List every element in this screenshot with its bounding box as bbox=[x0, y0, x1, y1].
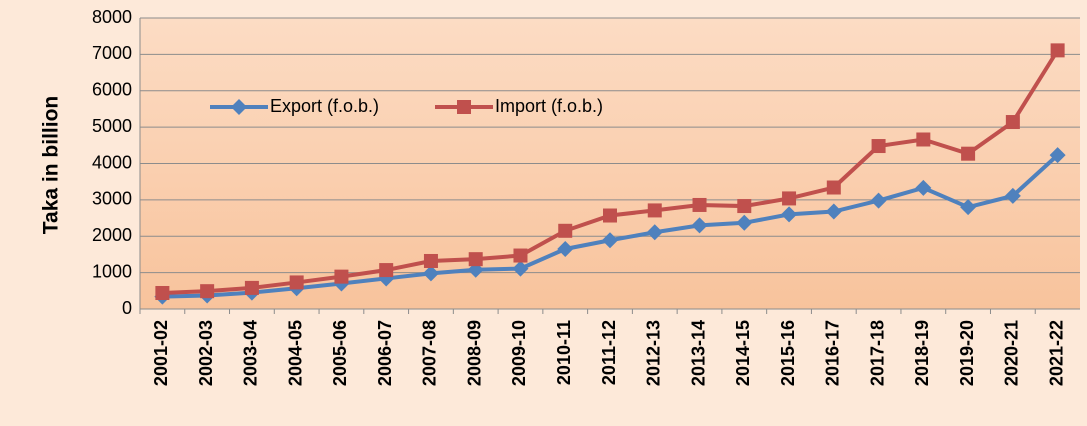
point bbox=[512, 260, 529, 277]
y-tick-label: 4000 bbox=[92, 152, 132, 172]
point bbox=[423, 253, 438, 268]
point bbox=[422, 265, 439, 282]
point bbox=[915, 179, 932, 196]
x-tick-label: 2017-18 bbox=[867, 320, 887, 386]
y-tick-label: 1000 bbox=[92, 261, 132, 281]
point bbox=[1049, 147, 1066, 164]
point bbox=[244, 280, 259, 295]
point bbox=[1004, 187, 1021, 204]
y-tick-label: 8000 bbox=[92, 7, 132, 27]
x-tick-label: 2021-22 bbox=[1046, 320, 1066, 386]
point bbox=[468, 252, 483, 267]
x-tick-label: 2008-09 bbox=[464, 320, 484, 386]
x-tick-label: 2005-06 bbox=[330, 320, 350, 386]
point bbox=[826, 180, 841, 195]
point bbox=[782, 191, 797, 206]
x-tick-label: 2001-02 bbox=[151, 320, 171, 386]
x-tick-label: 2007-08 bbox=[420, 320, 440, 386]
point bbox=[916, 132, 931, 147]
point bbox=[513, 248, 528, 263]
point bbox=[1050, 43, 1065, 58]
legend-label: Import (f.o.b.) bbox=[495, 96, 603, 116]
y-axis-label: Taka in billion bbox=[40, 96, 63, 234]
legend-marker bbox=[457, 100, 471, 114]
x-tick-label: 2019-20 bbox=[957, 320, 977, 386]
x-tick-label: 2011-12 bbox=[599, 320, 619, 385]
x-tick-label: 2010-11 bbox=[554, 320, 574, 385]
point bbox=[602, 232, 618, 249]
point bbox=[871, 139, 886, 154]
y-tick-label: 6000 bbox=[92, 80, 132, 100]
x-tick-label: 2003-04 bbox=[241, 320, 261, 386]
x-tick-label: 2009-10 bbox=[509, 320, 529, 386]
x-tick-label: 2012-13 bbox=[644, 320, 664, 386]
x-tick-label: 2004-05 bbox=[285, 320, 305, 386]
legend-marker bbox=[231, 99, 247, 115]
y-tick-label: 2000 bbox=[92, 225, 132, 245]
point bbox=[737, 199, 752, 214]
x-tick-label: 2002-03 bbox=[196, 320, 216, 386]
point bbox=[155, 285, 170, 300]
x-tick-label: 2006-07 bbox=[375, 320, 395, 386]
point bbox=[691, 217, 708, 234]
point bbox=[781, 206, 798, 223]
x-tick-label: 2015-16 bbox=[778, 320, 798, 386]
y-tick-label: 7000 bbox=[92, 43, 132, 63]
point bbox=[603, 208, 617, 223]
y-tick-label: 3000 bbox=[92, 189, 132, 209]
point bbox=[558, 223, 573, 238]
point bbox=[289, 275, 304, 290]
point bbox=[736, 214, 753, 231]
legend-label: Export (f.o.b.) bbox=[270, 96, 379, 116]
point bbox=[870, 192, 887, 209]
x-tick-label: 2013-14 bbox=[688, 320, 708, 386]
point bbox=[334, 269, 349, 284]
point bbox=[961, 146, 976, 161]
point bbox=[692, 197, 707, 212]
point bbox=[1005, 115, 1020, 130]
point bbox=[646, 224, 663, 241]
point bbox=[200, 284, 215, 299]
x-tick-label: 2014-15 bbox=[733, 320, 753, 386]
x-tick-label: 2018-19 bbox=[912, 320, 932, 386]
point bbox=[557, 240, 574, 257]
point bbox=[825, 203, 842, 220]
x-tick-label: 2016-17 bbox=[823, 320, 843, 386]
point bbox=[379, 263, 394, 278]
point bbox=[960, 199, 977, 216]
y-tick-label: 0 bbox=[122, 298, 132, 318]
y-tick-label: 5000 bbox=[92, 116, 132, 136]
point bbox=[647, 203, 662, 218]
x-tick-label: 2020-21 bbox=[1002, 320, 1022, 386]
